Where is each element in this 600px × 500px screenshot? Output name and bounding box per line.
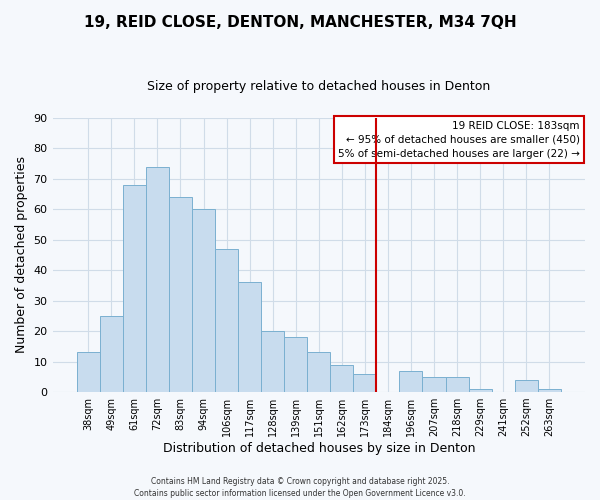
Bar xyxy=(123,185,146,392)
Title: Size of property relative to detached houses in Denton: Size of property relative to detached ho… xyxy=(147,80,490,93)
X-axis label: Distribution of detached houses by size in Denton: Distribution of detached houses by size … xyxy=(163,442,475,455)
Bar xyxy=(192,209,215,392)
Bar xyxy=(238,282,261,392)
Y-axis label: Number of detached properties: Number of detached properties xyxy=(15,156,28,354)
Bar xyxy=(469,389,491,392)
Bar xyxy=(284,337,307,392)
Text: 19, REID CLOSE, DENTON, MANCHESTER, M34 7QH: 19, REID CLOSE, DENTON, MANCHESTER, M34 … xyxy=(83,15,517,30)
Bar xyxy=(146,166,169,392)
Bar xyxy=(307,352,330,392)
Bar xyxy=(515,380,538,392)
Bar xyxy=(261,331,284,392)
Bar xyxy=(538,389,561,392)
Text: 19 REID CLOSE: 183sqm
← 95% of detached houses are smaller (450)
5% of semi-deta: 19 REID CLOSE: 183sqm ← 95% of detached … xyxy=(338,120,580,158)
Bar xyxy=(215,249,238,392)
Text: Contains HM Land Registry data © Crown copyright and database right 2025.
Contai: Contains HM Land Registry data © Crown c… xyxy=(134,476,466,498)
Bar xyxy=(330,364,353,392)
Bar xyxy=(422,377,446,392)
Bar xyxy=(400,370,422,392)
Bar xyxy=(353,374,376,392)
Bar xyxy=(100,316,123,392)
Bar xyxy=(169,197,192,392)
Bar xyxy=(77,352,100,392)
Bar xyxy=(446,377,469,392)
